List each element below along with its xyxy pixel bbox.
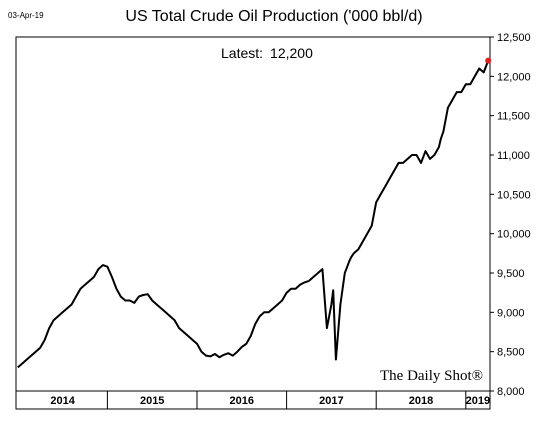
x-axis: 2014 2015 2016 2017 2018 2019 bbox=[50, 391, 490, 409]
y-tick-label: 8,500 bbox=[497, 347, 525, 359]
y-tick-label: 9,000 bbox=[497, 307, 525, 319]
y-tick-label: 10,000 bbox=[497, 229, 531, 241]
latest-label-text: Latest: bbox=[221, 45, 263, 61]
series-line bbox=[17, 60, 490, 369]
x-tick-label: 2017 bbox=[319, 395, 343, 407]
chart-title: US Total Crude Oil Production ('000 bbl/… bbox=[125, 8, 422, 25]
y-tick-label: 8,000 bbox=[497, 386, 525, 398]
series-layer bbox=[17, 57, 492, 369]
brand-watermark: The Daily Shot® bbox=[380, 368, 483, 384]
y-tick-label: 12,000 bbox=[497, 71, 531, 83]
latest-label: Latest: 12,200 bbox=[221, 45, 313, 61]
x-tick-label: 2016 bbox=[230, 395, 254, 407]
plot-border bbox=[15, 36, 491, 392]
x-tick-label: 2018 bbox=[409, 395, 433, 407]
latest-value: 12,200 bbox=[270, 45, 313, 61]
x-tick-label: 2015 bbox=[140, 395, 164, 407]
y-tick-label: 12,500 bbox=[497, 32, 531, 44]
x-tick-label: 2014 bbox=[50, 395, 75, 407]
latest-point-marker bbox=[485, 57, 492, 64]
y-tick-label: 11,500 bbox=[497, 111, 530, 123]
x-tick-label: 2019 bbox=[466, 395, 490, 407]
y-tick-label: 11,000 bbox=[497, 150, 530, 162]
y-axis: 8,000 8,500 9,000 9,500 10,000 10,500 11,000 11… bbox=[490, 32, 531, 398]
y-tick-label: 9,500 bbox=[497, 268, 525, 280]
x-axis-band bbox=[15, 390, 491, 410]
plot-frame bbox=[15, 36, 491, 410]
y-tick-label: 10,500 bbox=[497, 189, 531, 201]
date-stamp: 03-Apr-19 bbox=[8, 11, 44, 20]
